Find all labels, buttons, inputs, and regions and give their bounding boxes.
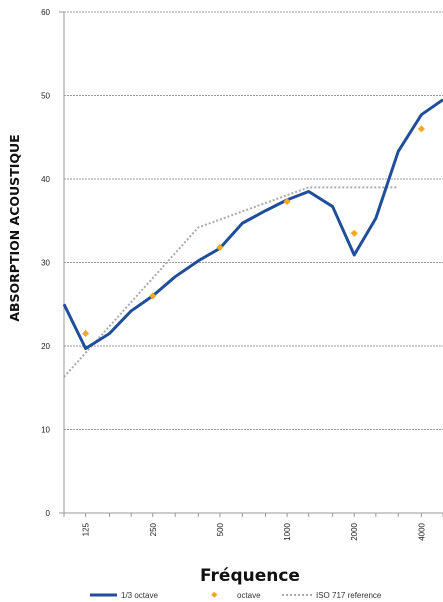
- legend-label-reference: ISO 717 reference: [316, 591, 382, 600]
- y-tick-20: 20: [41, 342, 50, 351]
- series-line-iso-717-reference: [63, 186, 399, 378]
- y-axis-label: ABSORPTION ACOUSTIQUE: [7, 134, 22, 321]
- y-tick-40: 40: [41, 175, 50, 184]
- legend-label-third-octave: 1/3 octave: [121, 591, 158, 600]
- x-tick-2000: 2000: [350, 522, 359, 540]
- legend-label-octave: octave: [237, 591, 261, 600]
- x-tick-125: 125: [82, 522, 91, 536]
- legend: 1/3 octave octave ISO 717 reference: [90, 591, 382, 600]
- series: [62, 98, 443, 378]
- octave-point-1000: [283, 198, 291, 206]
- axes: [59, 11, 443, 517]
- octave-point-4000: [417, 125, 425, 133]
- y-tick-0: 0: [46, 509, 51, 518]
- y-tick-50: 50: [41, 92, 50, 101]
- octave-point-2000: [350, 229, 358, 237]
- series-line-third-octave: [62, 98, 443, 351]
- y-tick-10: 10: [41, 426, 50, 435]
- y-tick-labels: 0 10 20 30 40 50 60: [41, 8, 50, 518]
- x-tick-labels: 125 250 500 1000 2000 4000: [82, 522, 427, 540]
- x-axis-label: Fréquence: [200, 566, 300, 586]
- octave-point-500: [216, 243, 224, 252]
- x-tick-250: 250: [149, 522, 158, 536]
- octave-point-250: [149, 292, 157, 300]
- x-tick-500: 500: [216, 522, 225, 536]
- gridlines: [64, 11, 443, 430]
- y-tick-60: 60: [41, 8, 50, 17]
- x-tick-4000: 4000: [417, 522, 426, 540]
- legend-swatch-octave: [211, 591, 218, 598]
- octave-point-125: [82, 329, 90, 338]
- y-tick-30: 30: [41, 259, 50, 268]
- x-tick-1000: 1000: [283, 522, 292, 540]
